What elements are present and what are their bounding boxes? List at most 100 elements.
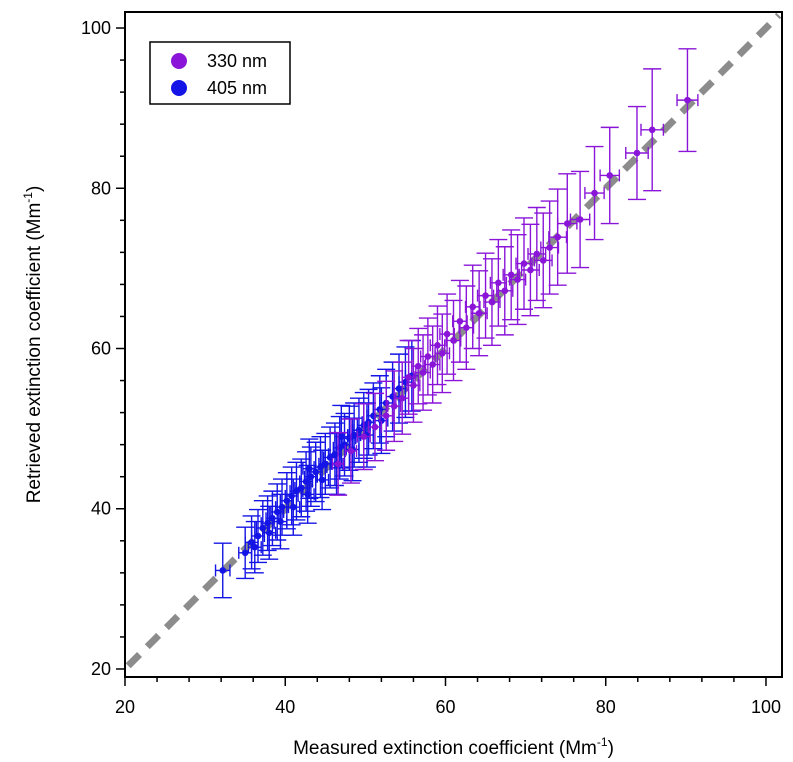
legend-box [149,41,291,105]
point-marker [648,126,656,134]
data-point [450,279,469,363]
series-405-nm [213,339,421,599]
point-marker [350,431,358,439]
point-marker [495,279,502,287]
data-points-layer [213,48,699,599]
point-marker [450,337,457,344]
point-marker [475,309,483,317]
legend-label: 405 nm [207,78,267,98]
point-marker [251,543,259,551]
data-point [271,493,290,550]
point-marker [434,342,441,349]
data-point [640,68,665,192]
point-marker [398,394,406,402]
point-marker [488,298,496,306]
y-tick-label: 20 [91,659,111,679]
point-marker [554,233,561,241]
point-marker [307,473,315,480]
point-marker [414,362,422,370]
data-point [584,145,605,241]
data-point [418,317,437,396]
point-marker [463,324,470,331]
point-marker [264,519,271,527]
data-point [365,392,384,462]
point-marker [410,382,417,389]
data-point [423,325,442,404]
x-tick-label: 100 [751,697,781,717]
point-marker [527,266,534,274]
legend-marker [171,80,187,96]
data-point [354,403,373,471]
point-marker [395,385,403,392]
point-marker [265,529,273,537]
data-point [457,285,476,371]
axes-layer: 20 40 60 80 100 20 40 60 80 100 [81,11,783,717]
data-point [300,438,319,500]
point-marker [501,287,509,295]
legend: 330 nm 405 nm [149,41,291,105]
point-marker [289,503,297,511]
data-point [533,212,553,309]
point-marker [684,96,691,104]
data-point [393,361,412,435]
plot-frame [124,11,783,678]
data-point [527,206,547,302]
y-tick-label: 80 [91,178,111,198]
legend-marker [171,53,187,69]
point-marker [355,426,363,434]
point-marker [341,441,348,448]
point-marker [469,303,477,311]
point-marker [371,423,379,431]
point-marker [419,369,427,376]
point-marker [219,567,227,574]
point-marker [456,317,464,325]
x-tick-label: 40 [275,697,295,717]
point-marker [338,433,345,440]
data-point [245,520,264,574]
point-marker [546,244,553,251]
y-tick-label: 100 [81,18,111,38]
data-point [495,246,514,336]
point-marker [360,433,368,440]
point-marker [438,350,446,357]
data-point [444,299,463,382]
point-marker [302,478,310,485]
point-marker [591,189,598,197]
data-point [263,490,282,547]
point-marker [514,276,521,283]
data-point [625,105,649,201]
data-point [213,542,232,599]
y-tick-label: 40 [91,499,111,519]
data-point [502,229,521,321]
series-330-nm [329,48,699,496]
y-tick-label: 60 [91,339,111,359]
point-marker [334,460,342,468]
data-point [463,264,482,350]
x-tick-label: 20 [115,697,135,717]
point-marker [539,257,547,264]
data-point [332,404,351,469]
point-marker [318,476,326,484]
data-point [569,170,591,269]
point-marker [563,220,571,227]
data-point [414,334,433,411]
x-tick-label: 60 [435,697,455,717]
point-marker [533,250,541,258]
point-marker [424,353,432,360]
point-marker [443,330,451,338]
point-marker [606,172,614,179]
point-marker [273,508,281,516]
point-marker [390,402,398,410]
data-point [329,431,348,496]
point-marker [241,549,249,557]
data-point [377,380,396,451]
point-marker [520,260,528,267]
point-marker [382,412,390,420]
point-marker [331,450,339,458]
point-marker [322,460,329,468]
data-point [482,258,501,347]
point-marker [429,361,436,368]
point-marker [633,149,641,157]
legend-label: 330 nm [207,51,267,71]
